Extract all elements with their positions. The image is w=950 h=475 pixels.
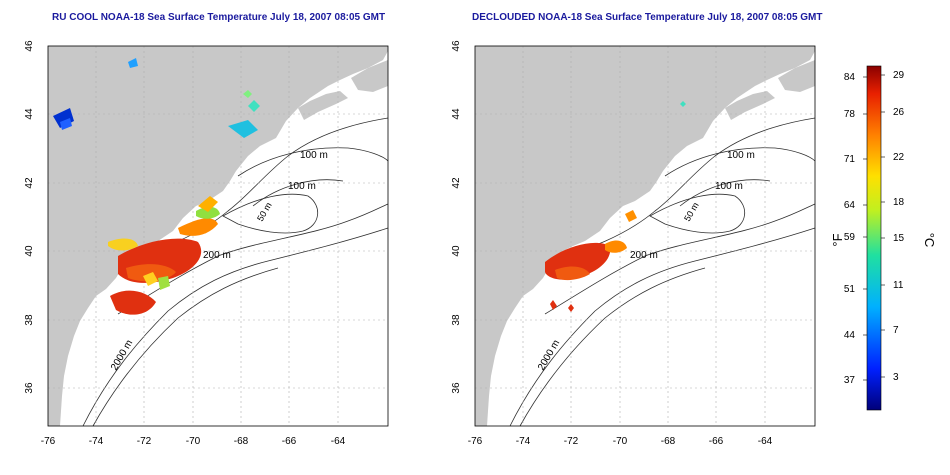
left-label-100m-a: 100 m: [300, 150, 328, 161]
svg-text:44: 44: [24, 108, 35, 120]
left-map-title: RU COOL NOAA-18 Sea Surface Temperature …: [52, 12, 386, 23]
svg-text:18: 18: [893, 197, 905, 208]
left-sst-overlay: [53, 58, 260, 315]
svg-text:42: 42: [24, 177, 35, 189]
svg-text:-64: -64: [331, 436, 346, 447]
right-label-200m: 200 m: [630, 250, 658, 261]
svg-text:-66: -66: [709, 436, 724, 447]
svg-text:84: 84: [844, 72, 856, 83]
right-map: 100 m 100 m 50 m 200 m 2000 m -76 -74 -7…: [451, 40, 816, 447]
svg-text:36: 36: [451, 382, 462, 394]
svg-text:59: 59: [844, 232, 856, 243]
svg-text:-76: -76: [468, 436, 483, 447]
colorbar-celsius-unit: °C: [922, 233, 937, 248]
svg-text:44: 44: [844, 330, 856, 341]
left-map: 100 m 100 m 50 m 200 m 2000 m -76 -74 -7…: [24, 40, 389, 447]
right-map-title: DECLOUDED NOAA-18 Sea Surface Temperatur…: [472, 12, 823, 23]
left-label-200m: 200 m: [203, 250, 231, 261]
svg-text:-64: -64: [758, 436, 773, 447]
svg-text:7: 7: [893, 325, 899, 336]
svg-text:3: 3: [893, 372, 899, 383]
svg-text:-66: -66: [282, 436, 297, 447]
right-lat-axis: 46 44 42 40 38 36: [451, 40, 462, 394]
colorbar-fahrenheit-unit: °F: [830, 233, 845, 246]
svg-text:11: 11: [893, 280, 904, 291]
colorbar-celsius-ticks: 29 26 22 18 15 11 7 3: [893, 70, 905, 383]
svg-text:-74: -74: [516, 436, 531, 447]
svg-text:64: 64: [844, 200, 856, 211]
svg-text:-76: -76: [41, 436, 56, 447]
svg-text:44: 44: [451, 108, 462, 120]
right-sst-overlay: [545, 101, 686, 312]
svg-text:-70: -70: [186, 436, 201, 447]
colorbar: 84 78 71 64 59 51 44 37 29 26 22 18 15 1…: [830, 65, 937, 411]
svg-text:-74: -74: [89, 436, 104, 447]
svg-text:-68: -68: [661, 436, 676, 447]
svg-text:78: 78: [844, 109, 856, 120]
svg-text:46: 46: [451, 40, 462, 52]
svg-text:51: 51: [844, 284, 856, 295]
svg-text:38: 38: [24, 314, 35, 326]
svg-text:42: 42: [451, 177, 462, 189]
svg-text:36: 36: [24, 382, 35, 394]
right-label-100m-a: 100 m: [727, 150, 755, 161]
colorbar-gradient: [866, 65, 882, 411]
svg-text:-68: -68: [234, 436, 249, 447]
svg-text:-72: -72: [564, 436, 579, 447]
svg-text:-72: -72: [137, 436, 152, 447]
svg-text:22: 22: [893, 152, 905, 163]
svg-text:38: 38: [451, 314, 462, 326]
left-label-100m-b: 100 m: [288, 181, 316, 192]
right-label-100m-b: 100 m: [715, 181, 743, 192]
svg-text:29: 29: [893, 70, 905, 81]
left-lon-axis: -76 -74 -72 -70 -68 -66 -64: [41, 436, 346, 447]
right-lon-axis: -76 -74 -72 -70 -68 -66 -64: [468, 436, 773, 447]
svg-text:46: 46: [24, 40, 35, 52]
svg-text:26: 26: [893, 107, 905, 118]
svg-text:15: 15: [893, 233, 905, 244]
left-lat-axis: 46 44 42 40 38 36: [24, 40, 35, 394]
svg-text:40: 40: [451, 245, 462, 257]
svg-text:-70: -70: [613, 436, 628, 447]
svg-text:71: 71: [844, 154, 856, 165]
colorbar-fahrenheit-ticks: 84 78 71 64 59 51 44 37: [844, 72, 856, 386]
svg-text:37: 37: [844, 375, 856, 386]
svg-text:40: 40: [24, 245, 35, 257]
